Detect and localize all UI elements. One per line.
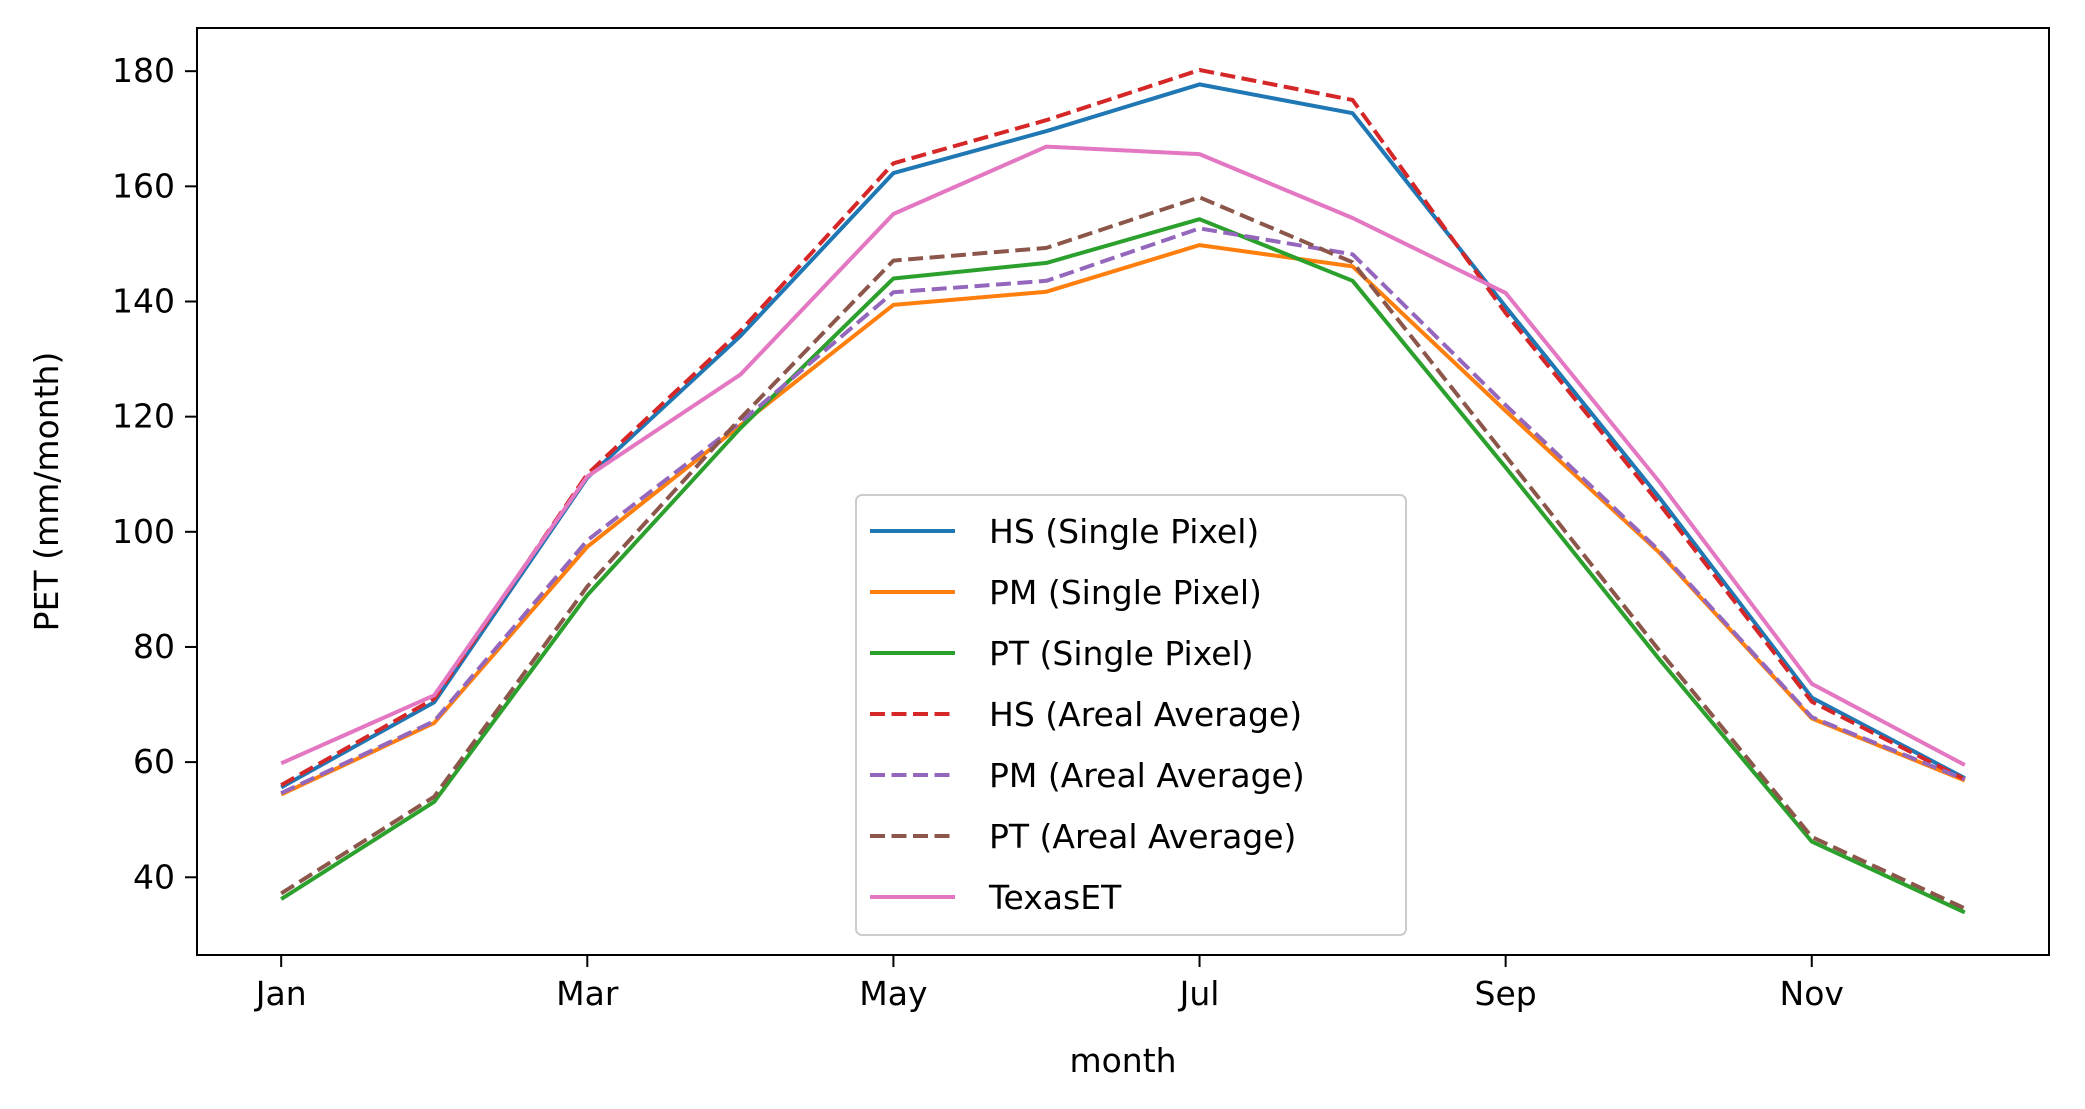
x-tick-label: Mar [556,974,619,1013]
legend: HS (Single Pixel) PM (Single Pixel) PT (Si… [855,494,1407,936]
x-tick-label: Jan [254,974,307,1013]
legend-label: PT (Single Pixel) [989,634,1254,673]
legend-label: HS (Areal Average) [989,695,1302,734]
legend-label: PT (Areal Average) [989,817,1296,856]
y-tick-label: 60 [133,742,175,781]
x-tick-label: Jul [1178,974,1220,1013]
y-tick-label: 100 [112,512,175,551]
legend-label: PM (Areal Average) [989,756,1305,795]
legend-box [855,494,1407,936]
x-tick-label: Sep [1475,974,1537,1013]
y-axis-label: PET (mm/month) [27,352,66,632]
x-axis-label: month [1069,1041,1176,1080]
series-line-6 [280,195,1966,911]
series-line-5 [280,226,1966,796]
legend-label: PM (Single Pixel) [989,573,1262,612]
x-tick-label: Nov [1780,974,1844,1013]
y-tick-label: 140 [112,281,175,320]
y-tick-label: 80 [133,627,175,666]
series-line-7 [280,144,1966,767]
series-line-4 [280,68,1966,787]
y-tick-label: 40 [133,857,175,896]
y-axis: 40 60 80 100 120 140 160 180 [112,51,197,896]
x-tick-label: May [859,974,927,1013]
y-tick-label: 120 [112,397,175,436]
x-axis: Jan Mar May Jul Sep Nov [254,955,1844,1013]
plot-lines [280,68,1966,915]
plot-area-frame [196,27,2050,956]
legend-label: TexasET [988,878,1122,917]
y-tick-label: 180 [112,51,175,90]
series-line-3 [280,217,1966,915]
series-line-2 [280,243,1966,797]
y-tick-label: 160 [112,166,175,205]
legend-label: HS (Single Pixel) [989,512,1259,551]
